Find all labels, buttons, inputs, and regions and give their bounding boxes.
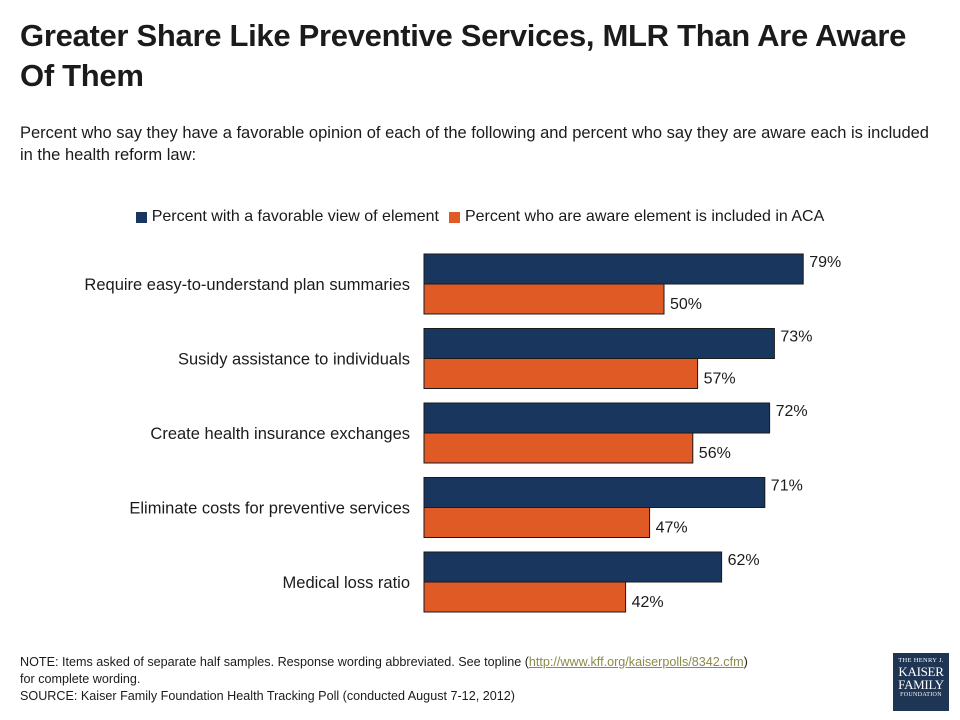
source-line: SOURCE: Kaiser Family Foundation Health … xyxy=(20,689,515,703)
note-text: NOTE: Items asked of separate half sampl… xyxy=(20,655,529,669)
legend-swatch-aware xyxy=(448,211,460,223)
legend: Percent with a favorable view of element… xyxy=(0,207,960,227)
value-label-aware: 57% xyxy=(704,371,736,388)
topline-link[interactable]: http://www.kff.org/kaiserpolls/8342.cfm xyxy=(528,655,744,669)
bar-favorable xyxy=(423,477,766,508)
chart-subtitle: Percent who say they have a favorable op… xyxy=(20,124,929,164)
note-line-2: for complete wording. xyxy=(20,672,141,686)
bar-aware xyxy=(423,581,627,613)
bar-chart: Require easy-to-understand plan summarie… xyxy=(84,253,841,613)
legend-item-favorable: Percent with a favorable view of element xyxy=(135,207,439,227)
bar-aware xyxy=(423,283,665,315)
legend-item-aware: Percent who are aware element is include… xyxy=(448,207,825,227)
value-label-favorable: 73% xyxy=(780,329,812,346)
value-label-aware: 47% xyxy=(656,520,688,537)
bar-aware xyxy=(423,358,699,389)
category-label: Medical loss ratio xyxy=(283,574,410,592)
logo-line-2: KAISER xyxy=(898,664,944,679)
category-label: Create health insurance exchanges xyxy=(150,425,410,443)
legend-label-favorable: Percent with a favorable view of element xyxy=(151,208,439,225)
logo-line-1: THE HENRY J. xyxy=(898,657,944,664)
value-label-favorable: 62% xyxy=(728,552,760,569)
value-label-favorable: 72% xyxy=(776,403,808,420)
logo-line-4: FOUNDATION xyxy=(900,692,942,698)
bar-favorable xyxy=(423,402,771,434)
legend-label-aware: Percent who are aware element is include… xyxy=(464,208,825,225)
category-label: Require easy-to-understand plan summarie… xyxy=(84,276,410,294)
note-line-1: NOTE: Items asked of separate half sampl… xyxy=(20,654,880,671)
category-label: Susidy assistance to individuals xyxy=(178,351,410,369)
kff-logo: THE HENRY J. KAISER FAMILY FOUNDATION xyxy=(893,653,949,711)
chart-title: Greater Share Like Preventive Services, … xyxy=(20,18,907,93)
value-label-favorable: 79% xyxy=(809,254,841,271)
logo-line-3: FAMILY xyxy=(898,677,944,692)
bar-favorable xyxy=(423,253,804,285)
bar-favorable xyxy=(423,551,723,583)
category-label: Eliminate costs for preventive services xyxy=(129,500,410,518)
bar-favorable xyxy=(423,328,775,359)
bar-aware xyxy=(423,507,651,538)
bar-aware xyxy=(423,432,694,464)
value-label-favorable: 71% xyxy=(771,478,803,495)
value-label-aware: 50% xyxy=(670,296,702,313)
note-text-end: ) xyxy=(743,655,748,669)
legend-swatch-favorable xyxy=(135,211,147,223)
value-label-aware: 42% xyxy=(632,594,664,611)
value-label-aware: 56% xyxy=(699,445,731,462)
footnote: NOTE: Items asked of separate half sampl… xyxy=(20,654,880,705)
